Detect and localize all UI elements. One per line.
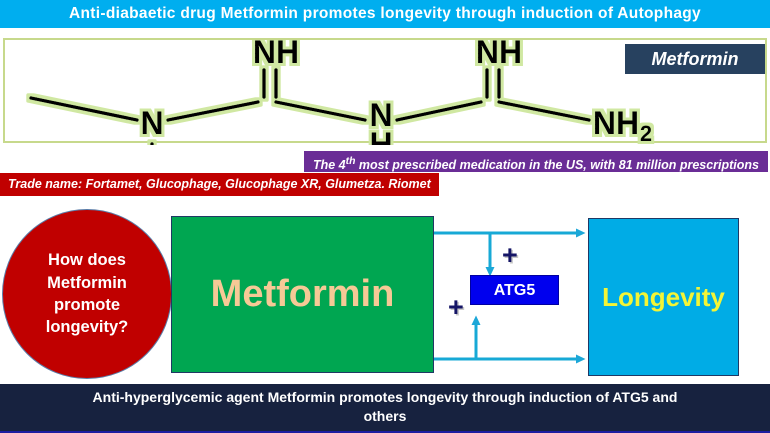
svg-text:+: + xyxy=(448,292,464,322)
svg-text:+: + xyxy=(502,240,518,270)
